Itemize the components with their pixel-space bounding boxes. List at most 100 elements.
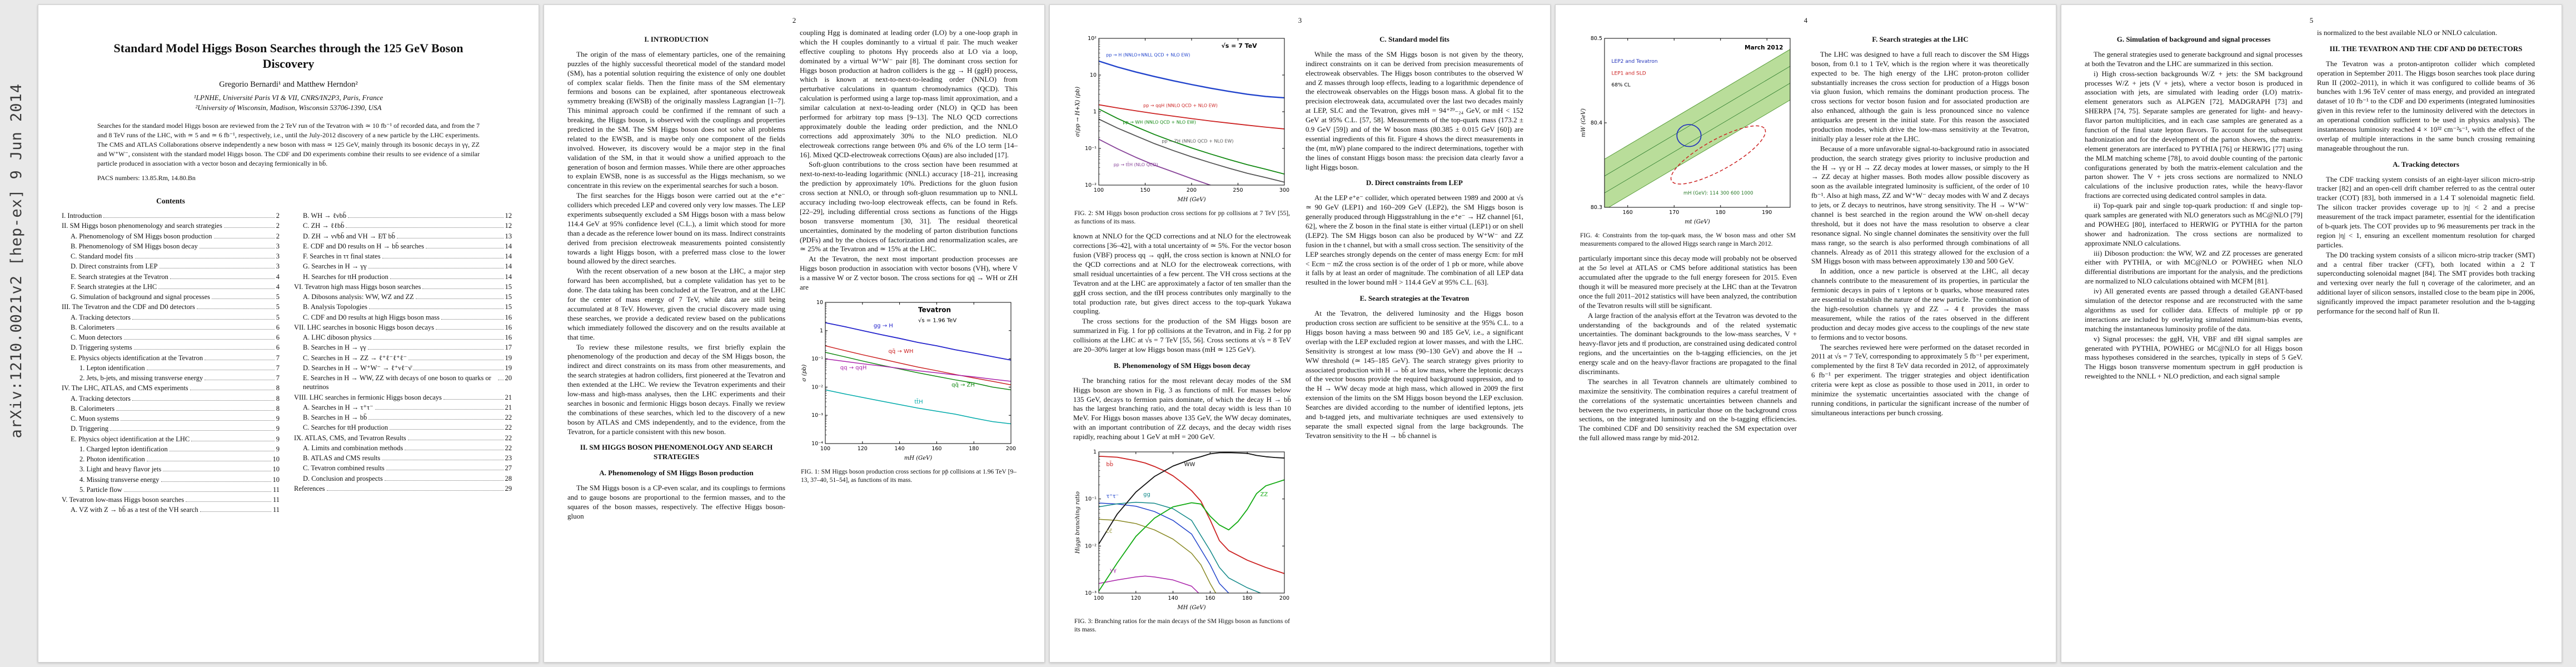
toc-entry[interactable]: B. ATLAS and CMS results 23 [294, 454, 512, 462]
toc-entry-page: 4 [276, 272, 280, 281]
contents-heading: Contents [156, 197, 185, 206]
toc-entry[interactable]: A. Phenomenology of SM Higgs boson produ… [62, 232, 280, 241]
paper-page: 4 160 170 180 190 80.3 80.4 80.5 mt (GeV) mW (GeV… [1555, 4, 2056, 663]
toc-entry[interactable]: C. Searches for ttH production 22 [294, 423, 512, 432]
toc-entry[interactable]: 1. Charged lepton identification 9 [62, 445, 280, 454]
toc-entry[interactable]: F. Search strategies at the LHC 4 [62, 282, 280, 291]
toc-entry[interactable]: D. ZH → νν̄bb̄ and VH → E̸T bb̄ 13 [294, 232, 512, 241]
toc-entry[interactable]: C. CDF and D0 results at high Higgs boso… [294, 313, 512, 322]
toc-entry-page: 6 [276, 344, 280, 352]
toc-entry[interactable]: IV. The LHC, ATLAS, and CMS experiments 8 [62, 384, 280, 392]
toc-entry-label: D. Triggering [71, 425, 109, 433]
toc-entry-label: B. Calorimeters [71, 323, 115, 331]
toc-entry[interactable]: III. The Tevatron and the CDF and D0 det… [62, 302, 280, 311]
svg-text:190: 190 [1762, 210, 1772, 216]
toc-entry-label: C. CDF and D0 results at high Higgs boso… [303, 313, 440, 321]
toc-entry[interactable]: A. Searches in H → τ⁺τ⁻ 21 [294, 403, 512, 412]
svg-text:80.4: 80.4 [1591, 120, 1602, 126]
toc-entry[interactable]: D. Searches in H → W⁺W⁻ → ℓ⁺νℓ⁻ν̄ 19 [294, 364, 512, 372]
toc-entry-label: C. Tevatron combined results [303, 464, 385, 472]
toc-entry[interactable]: E. CDF and D0 results on H → bb̄ searche… [294, 242, 512, 251]
toc-entry[interactable]: C. Muon systems 9 [62, 414, 280, 423]
toc-entry[interactable]: B. Analysis Topologies 15 [294, 302, 512, 311]
toc-entry-label: E. Search strategies at the Tevatron [71, 272, 168, 281]
toc-entry[interactable]: G. Searches in H → γγ 14 [294, 262, 512, 271]
toc-entry[interactable]: F. Searches in ττ final states 14 [294, 252, 512, 261]
toc-entry[interactable]: A. LHC diboson physics 16 [294, 333, 512, 342]
toc-entry[interactable]: B. Calorimeters 8 [62, 404, 280, 413]
svg-text:mH (GeV): 114 300 600 1: mH (GeV): 114 300 600 1000 [1683, 191, 1753, 196]
toc-leader-dots [413, 365, 504, 370]
toc-entry[interactable]: D. Direct constraints from LEP 3 [62, 262, 280, 271]
toc-entry[interactable]: B. Searches in H → bb̄ 22 [294, 413, 512, 422]
toc-entry-label: III. The Tevatron and the CDF and D0 det… [62, 303, 195, 311]
toc-entry[interactable]: B. Phenomenology of SM Higgs boson decay… [62, 242, 280, 251]
toc-entry[interactable]: VIII. LHC searches in fermionic Higgs bo… [294, 393, 512, 402]
section-heading: III. THE TEVATRON AND THE CDF AND D0 DET… [2329, 44, 2523, 53]
toc-leader-dots [346, 223, 504, 228]
toc-entry[interactable]: 5. Particle flow 11 [62, 485, 280, 494]
toc-entry[interactable]: D. Triggering systems 6 [62, 343, 280, 352]
toc-entry-label: A. Tracking detectors [71, 313, 131, 321]
toc-entry[interactable]: V. Tevatron low-mass Higgs boson searche… [62, 495, 280, 504]
paper-page: 2 I. INTRODUCTION The origin of the mass o… [544, 4, 1045, 663]
svg-text:March 2012: March 2012 [1745, 44, 1783, 51]
toc-entry[interactable]: 2. Jets, b-jets, and missing transverse … [62, 374, 280, 382]
toc-entry[interactable]: VII. LHC searches in bosonic Higgs boson… [294, 323, 512, 332]
toc-entry[interactable]: C. ZH → ℓℓbb̄ 12 [294, 221, 512, 230]
toc-entry[interactable]: A. Limits and combination methods 22 [294, 444, 512, 452]
toc-entry[interactable]: C. Muon detectors 6 [62, 333, 280, 342]
toc-entry[interactable]: A. Dibosons analysis: WW, WZ and ZZ 15 [294, 292, 512, 301]
body-paragraph: v) Signal processes: the ggH, VH, VBF an… [2085, 334, 2303, 381]
toc-entry[interactable]: A. Tracking detectors 5 [62, 313, 280, 322]
toc-entry[interactable]: E. Searches in H → WW, ZZ with decays of… [294, 374, 512, 392]
toc-entry[interactable]: E. Search strategies at the Tevatron 4 [62, 272, 280, 281]
svg-text:LEP1 and SLD: LEP1 and SLD [1612, 71, 1646, 76]
toc-entry-label: D. Conclusion and prospects [303, 474, 383, 482]
toc-entry-label: B. Phenomenology of SM Higgs boson decay [71, 242, 198, 250]
page-number: 2 [792, 16, 796, 24]
toc-entry[interactable]: References 29 [294, 484, 512, 493]
toc-entry[interactable]: C. Standard model fits 3 [62, 252, 280, 261]
toc-entry-page: 9 [276, 445, 280, 453]
toc-entry-label: VI. Tevatron high mass Higgs boson searc… [294, 282, 421, 291]
toc-entry[interactable]: C. Searches in H → ZZ → ℓ⁺ℓ⁻ℓ⁺ℓ⁻ 19 [294, 354, 512, 362]
toc-entry[interactable]: D. Triggering 9 [62, 424, 280, 433]
toc-leader-dots [223, 223, 275, 228]
toc-entry[interactable]: E. Physics object identification at the … [62, 435, 280, 444]
toc-entry[interactable]: 2. Photon identification 10 [62, 455, 280, 464]
toc-entry[interactable]: VI. Tevatron high mass Higgs boson searc… [294, 282, 512, 291]
toc-entry[interactable]: A. VZ with Z → bb̄ as a test of the VH s… [62, 505, 280, 514]
paper-title: Standard Model Higgs Boson Searches thro… [113, 41, 464, 71]
toc-entry[interactable]: I. Introduction 2 [62, 211, 280, 220]
toc-entry-page: 21 [505, 393, 512, 401]
toc-entry[interactable]: II. SM Higgs boson phenomenology and sea… [62, 221, 280, 230]
toc-entry[interactable]: H. Searches for ttH production 14 [294, 272, 512, 281]
body-paragraph: With the recent observation of a new bos… [567, 267, 785, 341]
toc-entry[interactable]: B. Calorimeters 6 [62, 323, 280, 332]
toc-entry-page: 2 [276, 222, 280, 230]
toc-entry[interactable]: 1. Lepton identification 7 [62, 364, 280, 372]
toc-entry[interactable]: C. Tevatron combined results 27 [294, 464, 512, 472]
toc-entry[interactable]: IX. ATLAS, CMS, and Tevatron Results 22 [294, 434, 512, 442]
toc-entry-page: 16 [505, 313, 512, 321]
toc-entry[interactable]: B. Searches in H → γγ 17 [294, 343, 512, 352]
toc-entry[interactable]: 3. Light and heavy flavor jets 10 [62, 465, 280, 474]
toc-entry[interactable]: A. Tracking detectors 8 [62, 394, 280, 403]
toc-entry-page: 13 [505, 232, 512, 240]
toc-entry[interactable]: E. Physics objects identification at the… [62, 354, 280, 362]
toc-entry[interactable]: G. Simulation of background and signal p… [62, 292, 280, 301]
svg-text:10⁻²: 10⁻² [1085, 182, 1097, 188]
toc-entry[interactable]: B. WH → ℓνbb̄ 12 [294, 211, 512, 220]
toc-entry[interactable]: 4. Missing transverse energy 10 [62, 475, 280, 484]
toc-leader-dots [169, 446, 275, 451]
toc-leader-dots [367, 345, 504, 350]
svg-text:σ(pp → H+X) (pb): σ(pp → H+X) (pb) [1075, 87, 1081, 137]
toc-leader-dots [390, 274, 504, 279]
svg-text:200: 200 [1006, 446, 1016, 452]
page-columns: 100 150 200 250 300 10⁻² 10⁻¹ 1 10 10² MH (GeV) σ(p… [1073, 28, 1527, 640]
pacs-line: PACS numbers: 13.85.Rm, 14.80.Bn [97, 174, 196, 182]
subsection-heading: D. Direct constraints from LEP [1366, 178, 1463, 187]
toc-entry[interactable]: D. Conclusion and prospects 28 [294, 474, 512, 483]
